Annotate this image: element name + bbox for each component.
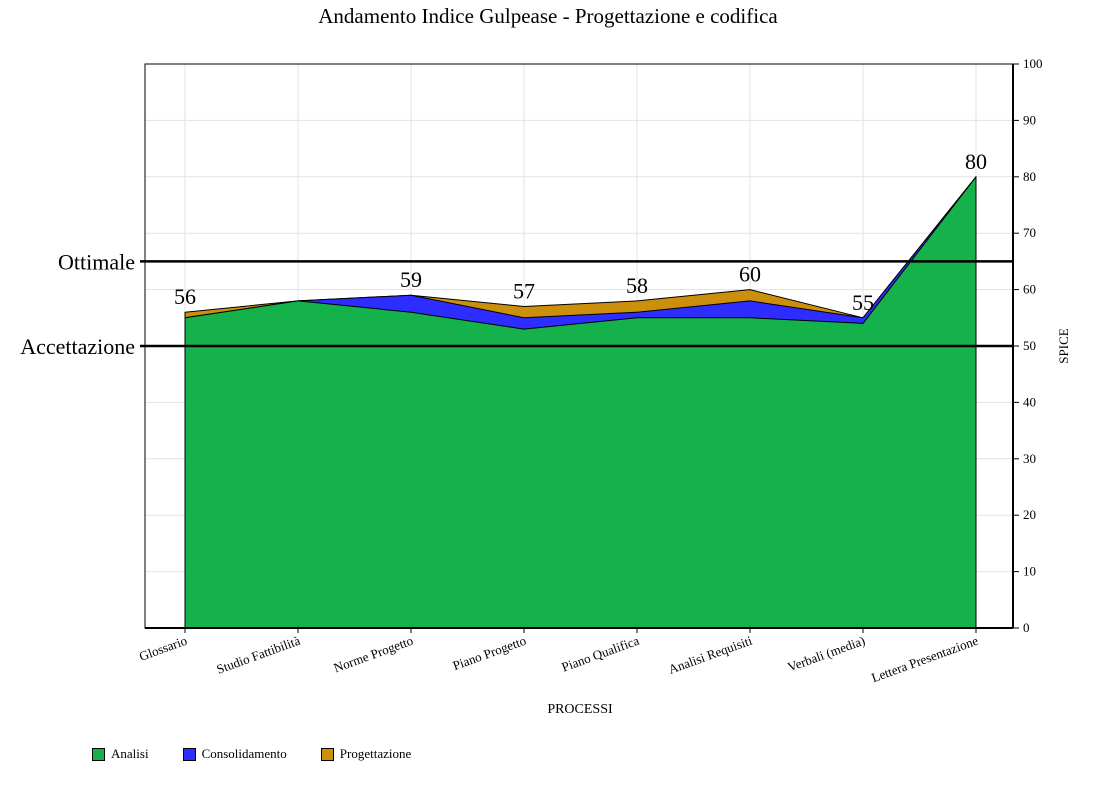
legend-swatch-consolidamento (182, 747, 196, 761)
data-label: 58 (626, 273, 648, 298)
reference-lines: Ottimale Accettazione (20, 249, 1013, 359)
y-tick-label: 30 (1023, 451, 1036, 466)
x-tick-label: Norme Progetto (332, 633, 416, 676)
legend-item-consolidamento: Consolidamento (182, 746, 287, 762)
legend-item-progettazione: Progettazione (320, 746, 412, 762)
y-tick-label: 80 (1023, 169, 1036, 184)
y-tick-label: 90 (1023, 112, 1036, 127)
data-label: 56 (174, 284, 196, 309)
reference-label-ottimale: Ottimale (58, 249, 135, 274)
legend-swatch-progettazione (320, 747, 334, 761)
y-tick-label: 50 (1023, 338, 1036, 353)
data-label: 55 (852, 290, 874, 315)
y-tick-label: 20 (1023, 507, 1036, 522)
chart-title: Andamento Indice Gulpease - Progettazion… (318, 4, 778, 28)
y-tick-label: 0 (1023, 620, 1030, 635)
y-tick-label: 40 (1023, 394, 1036, 409)
y-tick-label: 60 (1023, 282, 1036, 297)
data-label: 59 (400, 267, 422, 292)
x-tick-label: Lettera Presentazione (869, 633, 980, 686)
y-tick-label: 10 (1023, 564, 1036, 579)
data-label: 57 (513, 279, 535, 304)
y-tick-label: 100 (1023, 56, 1043, 71)
y-tick-label: 70 (1023, 225, 1036, 240)
legend-label: Consolidamento (201, 746, 287, 761)
legend-item-analisi: Analisi (92, 746, 149, 762)
area-series (184, 176, 977, 629)
data-label: 80 (965, 149, 987, 174)
x-tick-label: Piano Qualifica (560, 633, 642, 675)
x-tick-label: Piano Progetto (451, 633, 528, 673)
x-tick-label: Verbali (media) (786, 633, 867, 675)
x-tick-label: Glossario (137, 633, 189, 664)
legend-label: Analisi (111, 746, 149, 761)
legend-swatch-analisi (92, 747, 105, 761)
x-tick-label: Studio Fattibilità (214, 633, 302, 677)
x-axis-title: PROCESSI (547, 702, 613, 717)
data-label: 60 (739, 262, 761, 287)
y-axis-title: SPICE (1056, 328, 1071, 363)
x-tick-label: Analisi Requisiti (666, 633, 754, 677)
reference-label-accettazione: Accettazione (20, 334, 135, 359)
legend: Analisi Consolidamento Progettazione (92, 746, 411, 762)
data-labels: 56 59 57 58 60 55 80 (174, 149, 987, 315)
area-analisi (184, 176, 977, 629)
legend-label: Progettazione (339, 746, 412, 761)
